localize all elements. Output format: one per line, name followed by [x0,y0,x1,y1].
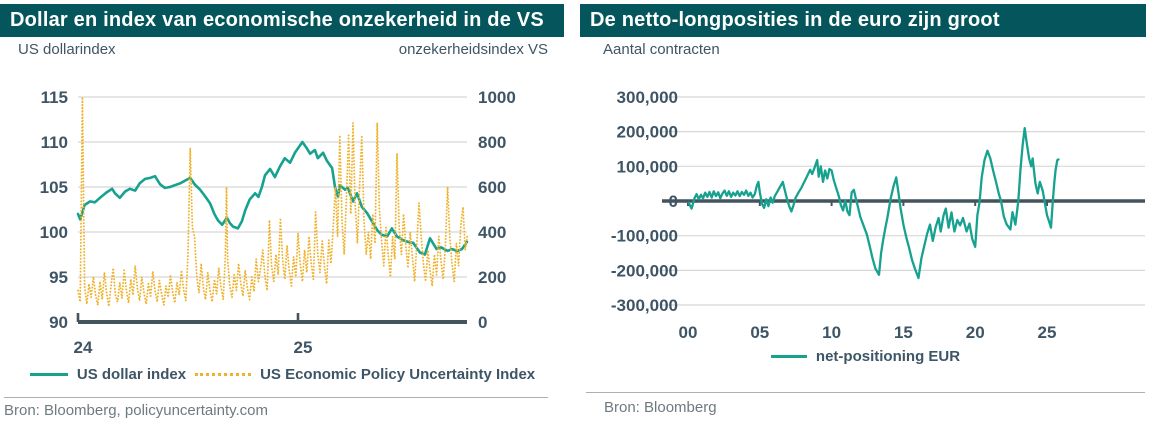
left-chart-right-axis-caption: onzekerheidsindex VS [398,41,548,58]
svg-text:600: 600 [478,178,506,197]
svg-text:95: 95 [49,268,68,287]
svg-text:300,000: 300,000 [617,88,678,107]
svg-text:115: 115 [41,88,68,107]
svg-text:110: 110 [41,133,68,152]
svg-text:25: 25 [1038,323,1057,342]
epu-line-swatch-icon [195,373,252,376]
right-chart-title: De netto-longposities in de euro zijn gr… [590,9,1000,31]
svg-text:15: 15 [894,323,913,342]
right-chart-panel: De netto-longposities in de euro zijn gr… [580,0,1151,427]
svg-text:10: 10 [822,323,841,342]
svg-text:-200,000: -200,000 [611,261,678,280]
svg-text:400: 400 [478,223,506,242]
svg-text:00: 00 [679,323,698,342]
usd-series-label: US dollar index [76,366,187,383]
left-chart-panel: Dollar en index van economische onzekerh… [0,0,565,427]
svg-text:105: 105 [40,178,68,197]
svg-text:25: 25 [294,338,313,357]
right-chart-left-axis-caption: Aantal contracten [603,41,720,58]
usd-uncertainty-chart-canvas: 115 110 105 100 95 90 1000 800 600 400 200 0 24 25 [40,88,516,357]
right-panel-divider [586,392,1145,393]
svg-text:0: 0 [478,313,487,332]
svg-text:24: 24 [74,338,93,357]
right-chart-source: Bron: Bloomberg [604,399,717,416]
left-chart-source: Bron: Bloomberg, policyuncertainty.com [4,402,269,419]
eur-line-swatch-icon [770,355,807,358]
left-chart-axis-captions: US dollarindex onzekerheidsindex VS [18,41,548,58]
svg-text:100,000: 100,000 [617,157,678,176]
right-chart-title-bar: De netto-longposities in de euro zijn gr… [580,4,1146,37]
left-panel-divider [4,397,548,398]
right-chart-axis-captions: Aantal contracten [603,41,1123,58]
left-chart-legend: US dollar index US Economic Policy Uncer… [0,366,565,383]
svg-text:200: 200 [478,268,506,287]
epu-series-label: US Economic Policy Uncertainty Index [260,366,536,383]
left-chart-title: Dollar en index van economische onzekerh… [10,9,544,31]
svg-text:0: 0 [669,192,678,211]
svg-text:200,000: 200,000 [617,123,678,142]
left-chart-left-axis-caption: US dollarindex [18,41,116,58]
svg-text:20: 20 [966,323,985,342]
svg-text:05: 05 [750,323,769,342]
eur-positioning-chart-canvas: 00 05 10 15 20 25 300,000 200,000 100,000 0 -100,0… [611,88,1145,342]
usd-line-swatch-icon [29,373,68,376]
left-chart-title-bar: Dollar en index van economische onzekerh… [0,4,564,37]
svg-text:90: 90 [49,313,68,332]
svg-text:100: 100 [40,223,68,242]
svg-text:800: 800 [478,133,506,152]
svg-text:1000: 1000 [478,88,516,107]
svg-text:-300,000: -300,000 [611,296,678,315]
svg-text:-100,000: -100,000 [611,227,678,246]
right-chart-legend: net-positioning EUR [580,348,1151,365]
eur-series-label: net-positioning EUR [815,348,961,365]
